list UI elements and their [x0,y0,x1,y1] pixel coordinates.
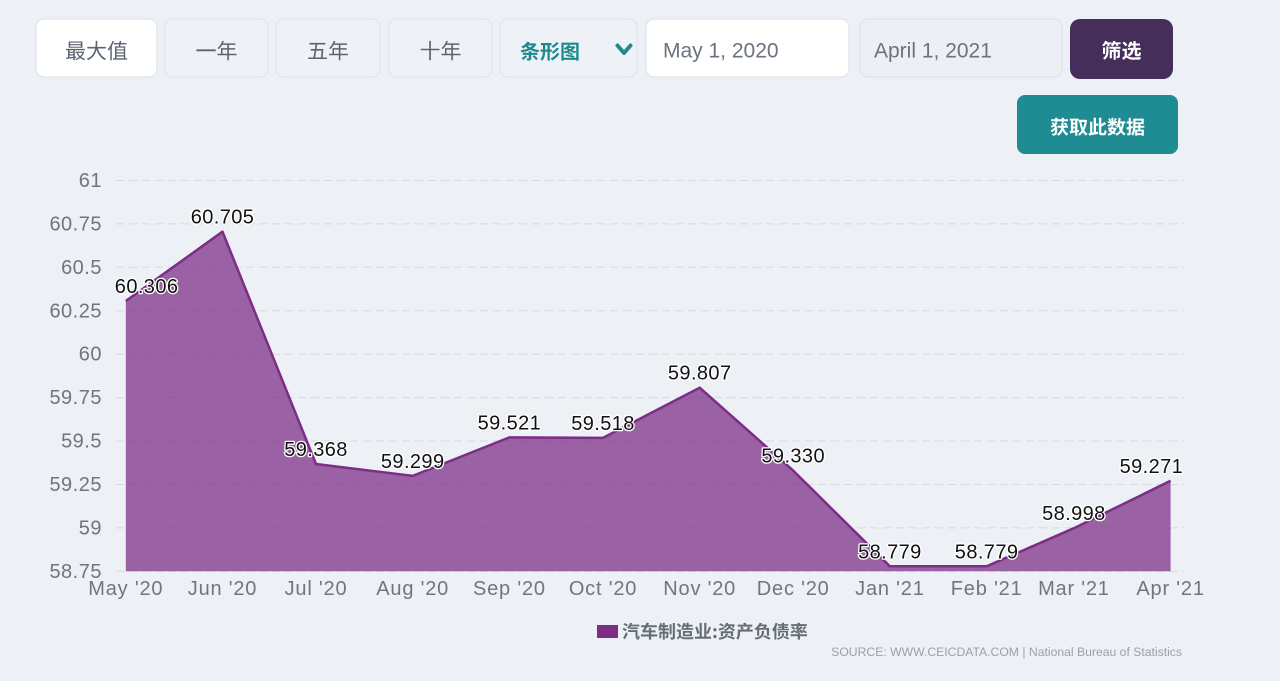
svg-text:59.299: 59.299 [381,451,445,473]
svg-text:May 1, 2020: May 1, 2020 [663,40,779,63]
svg-text:58.75: 58.75 [49,561,102,583]
svg-text:59: 59 [79,517,102,539]
svg-text:Jun '20: Jun '20 [188,578,257,600]
svg-text:59.75: 59.75 [49,387,102,409]
svg-text:61: 61 [79,170,102,192]
svg-text:Dec '20: Dec '20 [757,578,830,600]
svg-text:59.368: 59.368 [284,439,348,461]
svg-text:59.271: 59.271 [1120,456,1184,478]
svg-text:60.75: 60.75 [49,213,102,235]
svg-text:Feb '21: Feb '21 [951,578,1023,600]
svg-text:60.705: 60.705 [191,207,255,229]
svg-text:60.25: 60.25 [49,300,102,322]
svg-text:59.5: 59.5 [61,431,102,453]
svg-text:Sep '20: Sep '20 [473,578,546,600]
svg-text:Aug '20: Aug '20 [376,578,449,600]
svg-text:May '20: May '20 [88,578,163,600]
svg-text:60.5: 60.5 [61,257,102,279]
svg-text:59.330: 59.330 [761,446,825,468]
svg-text:April 1, 2021: April 1, 2021 [874,40,992,63]
svg-text:Nov '20: Nov '20 [663,578,736,600]
svg-text:58.998: 58.998 [1042,503,1106,525]
svg-text:58.779: 58.779 [955,541,1019,563]
svg-text:59.807: 59.807 [668,363,732,385]
svg-text:58.779: 58.779 [858,541,922,563]
svg-text:59.518: 59.518 [571,413,635,435]
svg-text:59.25: 59.25 [49,474,102,496]
svg-text:59.521: 59.521 [478,412,542,434]
svg-text:SOURCE: WWW.CEICDATA.COM | Nat: SOURCE: WWW.CEICDATA.COM | National Bure… [831,645,1182,659]
svg-text:Jul '20: Jul '20 [285,578,348,600]
svg-text:Oct '20: Oct '20 [569,578,637,600]
svg-text:60: 60 [79,344,102,366]
svg-text:Apr '21: Apr '21 [1136,578,1204,600]
svg-text:Jan '21: Jan '21 [855,578,924,600]
svg-text:Mar '21: Mar '21 [1038,578,1110,600]
svg-text:60.306: 60.306 [115,276,179,298]
